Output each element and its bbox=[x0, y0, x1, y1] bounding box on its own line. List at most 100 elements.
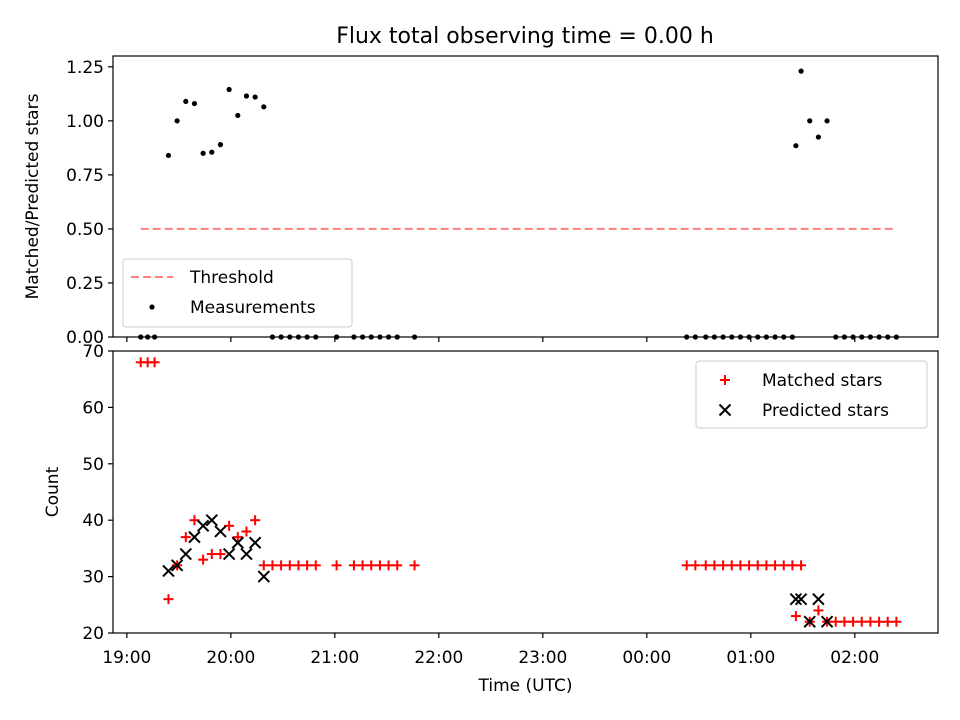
measurement-point bbox=[165, 152, 172, 159]
matched-star-point bbox=[241, 526, 252, 537]
matched-star-point bbox=[163, 594, 174, 605]
chart-title: Flux total observing time = 0.00 h bbox=[336, 24, 714, 49]
count-y-axis-label: Count bbox=[43, 466, 63, 517]
matched-star-point bbox=[726, 560, 737, 571]
count-y-tick-label: 50 bbox=[82, 455, 104, 475]
matched-star-point bbox=[709, 560, 720, 571]
matched-star-point bbox=[865, 616, 876, 627]
predicted-star-point bbox=[188, 530, 201, 544]
measurements-legend-label: Measurements bbox=[190, 298, 316, 318]
x-tick-label: 01:00 bbox=[726, 648, 775, 668]
matched-star-point bbox=[215, 549, 226, 560]
count-y-tick-label: 40 bbox=[82, 511, 104, 531]
ratio-axis-ticks: 0.00 0.25 0.50 0.75 1.00 1.25 bbox=[66, 58, 856, 348]
matched-star-point bbox=[813, 605, 824, 616]
predicted-star-point bbox=[196, 519, 210, 533]
count-axis-ticks: 19:00 20:00 21:00 22:00 23:00 00:00 01:00 02:00… bbox=[82, 342, 879, 668]
matched-star-point bbox=[891, 616, 902, 627]
matched-stars-legend-marker bbox=[720, 375, 730, 385]
measurement-point bbox=[191, 100, 198, 107]
matched-star-point bbox=[366, 560, 377, 571]
matched-star-point bbox=[787, 560, 798, 571]
matched-star-point bbox=[374, 560, 385, 571]
count-y-tick-label: 70 bbox=[82, 342, 104, 362]
measurement-point bbox=[183, 98, 189, 104]
predicted-star-point bbox=[222, 547, 236, 561]
x-tick-label: 20:00 bbox=[206, 648, 255, 668]
x-tick-label: 02:00 bbox=[830, 648, 879, 668]
matched-star-point bbox=[700, 560, 711, 571]
x-tick-label: 00:00 bbox=[622, 648, 671, 668]
count-y-tick-label: 20 bbox=[82, 624, 104, 644]
matched-star-point bbox=[790, 611, 801, 622]
measurements-legend-swatch bbox=[149, 304, 155, 310]
x-tick-label: 22:00 bbox=[414, 648, 463, 668]
matched-star-point bbox=[681, 560, 692, 571]
matched-star-point bbox=[882, 616, 893, 627]
ratio-y-axis-label: Matched/Predicted stars bbox=[23, 93, 43, 299]
ratio-y-tick-label: 0.00 bbox=[66, 328, 104, 348]
predicted-star-point bbox=[820, 615, 834, 628]
x-tick-label: 21:00 bbox=[310, 648, 359, 668]
ratio-panel: 0.00 0.25 0.50 0.75 1.00 1.25 Matched/Predict… bbox=[23, 55, 939, 348]
x-axis-label: Time (UTC) bbox=[478, 676, 573, 696]
measurement-point bbox=[798, 68, 804, 74]
count-legend-box bbox=[695, 360, 928, 429]
predicted-star-point bbox=[205, 513, 218, 527]
predicted-star-point bbox=[812, 592, 825, 606]
matched-star-point bbox=[383, 560, 394, 571]
measurement-point bbox=[261, 104, 267, 110]
measurement-point bbox=[226, 86, 232, 93]
matched-star-point bbox=[293, 560, 304, 571]
measurement-point bbox=[243, 93, 250, 99]
matched-star-point bbox=[232, 532, 243, 543]
matched-stars-legend-label: Matched stars bbox=[762, 371, 882, 391]
x-tick-label: 23:00 bbox=[518, 648, 567, 668]
measurement-point bbox=[252, 94, 258, 100]
measurement-point bbox=[174, 118, 180, 124]
measurement-point bbox=[793, 143, 799, 149]
predicted-star-point bbox=[248, 536, 262, 549]
ratio-plot-frame bbox=[112, 55, 939, 338]
predicted-star-point bbox=[170, 559, 184, 572]
count-y-tick-label: 60 bbox=[82, 398, 104, 418]
count-legend: Matched stars Predicted stars bbox=[695, 360, 928, 429]
matched-star-point bbox=[839, 616, 850, 627]
predicted-star-point bbox=[240, 547, 253, 561]
matched-star-point bbox=[744, 560, 755, 571]
x-tick-label: 19:00 bbox=[102, 648, 151, 668]
matched-star-point bbox=[310, 560, 321, 571]
ratio-y-tick-label: 0.50 bbox=[66, 220, 104, 240]
matched-star-point bbox=[331, 560, 342, 571]
matched-star-point bbox=[690, 560, 701, 571]
predicted-star-point bbox=[214, 525, 227, 538]
matched-star-point bbox=[718, 560, 729, 571]
predicted-star-point bbox=[162, 564, 175, 578]
measurement-point bbox=[807, 118, 813, 124]
predicted-star-point bbox=[257, 570, 270, 583]
predicted-star-point bbox=[179, 547, 193, 561]
matched-star-point bbox=[856, 616, 867, 627]
matched-star-point bbox=[302, 560, 313, 571]
matched-star-point bbox=[258, 560, 269, 571]
matched-star-point bbox=[874, 616, 885, 627]
count-marks bbox=[135, 357, 902, 628]
matched-star-point bbox=[392, 560, 403, 571]
matched-star-point bbox=[357, 560, 368, 571]
ratio-y-tick-label: 1.25 bbox=[66, 58, 104, 78]
measurement-point bbox=[200, 150, 206, 156]
matched-star-point bbox=[206, 549, 217, 560]
matched-star-point bbox=[409, 560, 420, 571]
measurement-point bbox=[815, 134, 822, 140]
matched-star-point bbox=[348, 560, 359, 571]
ratio-y-tick-label: 0.25 bbox=[66, 274, 104, 294]
measurement-point bbox=[235, 112, 241, 119]
matched-star-point bbox=[778, 560, 789, 571]
count-y-tick-label: 30 bbox=[82, 568, 104, 588]
count-plot-frame bbox=[112, 350, 939, 634]
matched-stars-legend-swatch bbox=[720, 375, 730, 385]
ratio-legend: Threshold Measurements bbox=[122, 258, 353, 328]
matched-star-point bbox=[250, 515, 261, 526]
predicted-star-point bbox=[803, 615, 816, 628]
